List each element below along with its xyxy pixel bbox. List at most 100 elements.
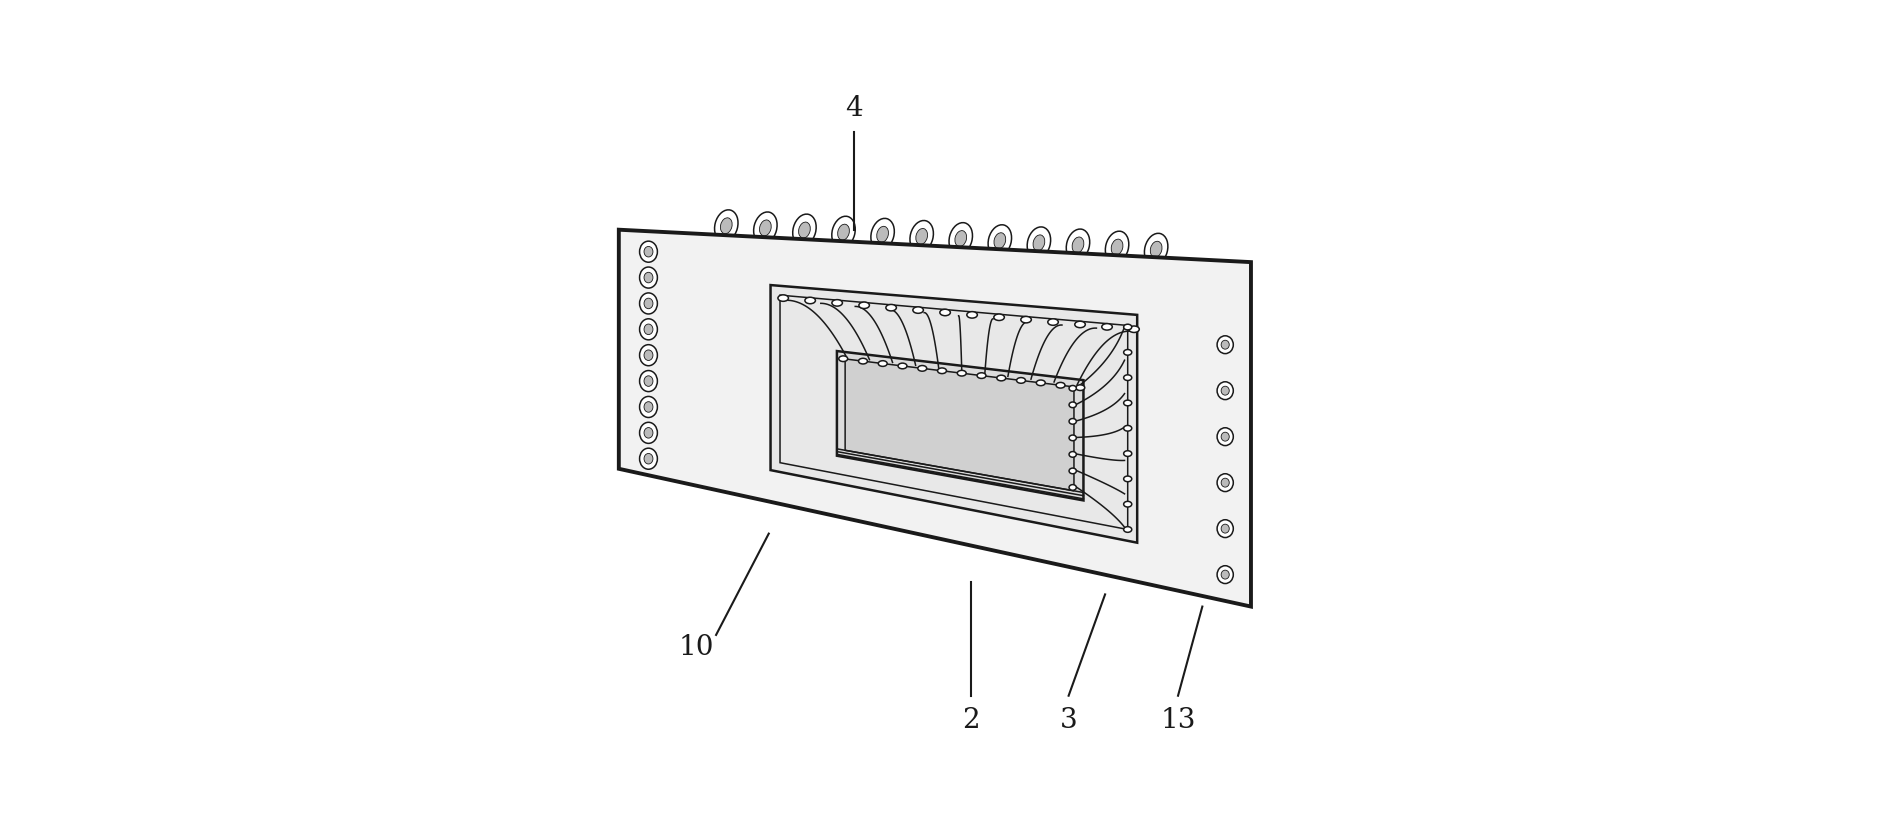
Polygon shape <box>837 351 1083 500</box>
Ellipse shape <box>937 368 947 374</box>
Ellipse shape <box>639 319 658 339</box>
Ellipse shape <box>754 212 777 244</box>
Ellipse shape <box>858 302 869 308</box>
Ellipse shape <box>858 358 868 364</box>
Ellipse shape <box>798 222 811 238</box>
Text: 13: 13 <box>1160 707 1196 734</box>
Ellipse shape <box>639 242 658 262</box>
Ellipse shape <box>1101 324 1113 330</box>
Text: 4: 4 <box>845 95 862 122</box>
Ellipse shape <box>643 428 653 438</box>
Polygon shape <box>619 229 1250 606</box>
Text: 10: 10 <box>679 633 713 661</box>
Ellipse shape <box>1075 385 1084 391</box>
Ellipse shape <box>643 273 653 283</box>
Ellipse shape <box>1069 485 1077 490</box>
Ellipse shape <box>832 216 854 248</box>
Text: 2: 2 <box>962 707 981 734</box>
Ellipse shape <box>643 401 653 412</box>
Ellipse shape <box>1105 231 1130 263</box>
Ellipse shape <box>939 309 951 316</box>
Ellipse shape <box>1069 419 1077 424</box>
Ellipse shape <box>871 219 894 251</box>
Ellipse shape <box>1069 402 1077 408</box>
Ellipse shape <box>1124 425 1132 431</box>
Ellipse shape <box>1124 324 1132 330</box>
Ellipse shape <box>1056 383 1066 388</box>
Ellipse shape <box>917 228 928 245</box>
Polygon shape <box>845 359 1073 490</box>
Ellipse shape <box>1216 336 1233 353</box>
Ellipse shape <box>898 363 907 369</box>
Ellipse shape <box>643 454 653 464</box>
Ellipse shape <box>1111 239 1122 255</box>
Ellipse shape <box>1220 524 1230 533</box>
Ellipse shape <box>1069 385 1077 391</box>
Ellipse shape <box>958 370 966 376</box>
Ellipse shape <box>715 210 737 242</box>
Ellipse shape <box>1220 478 1230 487</box>
Ellipse shape <box>994 314 1005 321</box>
Ellipse shape <box>1216 428 1233 446</box>
Ellipse shape <box>1124 526 1132 532</box>
Ellipse shape <box>1145 233 1167 265</box>
Ellipse shape <box>1124 400 1132 406</box>
Ellipse shape <box>918 366 926 371</box>
Ellipse shape <box>1216 565 1233 583</box>
Ellipse shape <box>913 307 924 313</box>
Ellipse shape <box>1071 237 1084 253</box>
Ellipse shape <box>643 324 653 335</box>
Ellipse shape <box>760 220 771 236</box>
Ellipse shape <box>1069 468 1077 474</box>
Ellipse shape <box>805 297 815 304</box>
Ellipse shape <box>1028 227 1051 259</box>
Ellipse shape <box>1069 451 1077 457</box>
Ellipse shape <box>639 267 658 288</box>
Ellipse shape <box>1124 476 1132 481</box>
Ellipse shape <box>994 233 1005 249</box>
Ellipse shape <box>777 295 788 301</box>
Ellipse shape <box>1069 435 1077 441</box>
Ellipse shape <box>1017 378 1026 384</box>
Ellipse shape <box>639 397 658 418</box>
Ellipse shape <box>998 375 1005 381</box>
Ellipse shape <box>968 312 977 318</box>
Ellipse shape <box>839 356 847 361</box>
Ellipse shape <box>1124 501 1132 507</box>
Ellipse shape <box>643 350 653 361</box>
Ellipse shape <box>1150 242 1162 257</box>
Ellipse shape <box>1124 349 1132 355</box>
Ellipse shape <box>639 370 658 392</box>
Ellipse shape <box>879 361 886 366</box>
Ellipse shape <box>1220 386 1230 395</box>
Ellipse shape <box>1075 322 1084 328</box>
Ellipse shape <box>639 448 658 469</box>
Ellipse shape <box>1216 520 1233 538</box>
Ellipse shape <box>977 373 986 379</box>
Ellipse shape <box>643 376 653 386</box>
Ellipse shape <box>909 220 934 252</box>
Ellipse shape <box>832 299 843 306</box>
Polygon shape <box>771 285 1137 543</box>
Ellipse shape <box>837 224 849 240</box>
Ellipse shape <box>886 304 896 311</box>
Ellipse shape <box>1020 317 1032 323</box>
Ellipse shape <box>1049 319 1058 326</box>
Ellipse shape <box>1066 229 1090 261</box>
Ellipse shape <box>1034 235 1045 251</box>
Ellipse shape <box>1216 382 1233 400</box>
Ellipse shape <box>877 226 888 242</box>
Ellipse shape <box>1216 474 1233 491</box>
Ellipse shape <box>639 344 658 366</box>
Ellipse shape <box>1128 326 1139 332</box>
Ellipse shape <box>988 224 1011 257</box>
Ellipse shape <box>639 423 658 443</box>
Ellipse shape <box>1220 570 1230 579</box>
Ellipse shape <box>639 293 658 314</box>
Ellipse shape <box>643 298 653 308</box>
Text: 3: 3 <box>1060 707 1077 734</box>
Ellipse shape <box>792 214 817 246</box>
Ellipse shape <box>1035 380 1045 386</box>
Ellipse shape <box>1220 340 1230 349</box>
Ellipse shape <box>1220 432 1230 441</box>
